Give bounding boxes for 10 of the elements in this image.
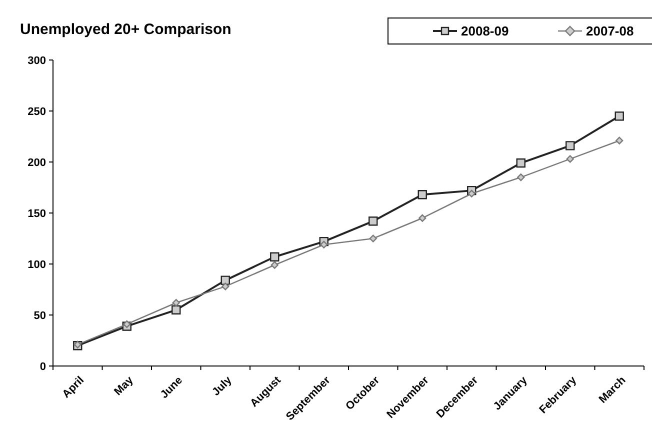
legend-label: 2007-08 bbox=[586, 24, 634, 39]
y-tick-label: 200 bbox=[28, 156, 46, 169]
chart-title: Unemployed 20+ Comparison bbox=[20, 21, 232, 38]
y-tick-label: 250 bbox=[28, 106, 46, 118]
y-tick-label: 300 bbox=[28, 54, 46, 67]
y-tick-label: 0 bbox=[40, 360, 46, 373]
legend-label: 2008-09 bbox=[461, 24, 509, 39]
y-tick-label: 50 bbox=[34, 310, 46, 322]
y-tick-label: 100 bbox=[28, 258, 46, 271]
y-tick-label: 150 bbox=[28, 208, 46, 220]
